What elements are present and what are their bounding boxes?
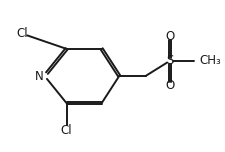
Text: O: O (164, 30, 173, 43)
Text: N: N (35, 69, 43, 83)
Text: Cl: Cl (17, 27, 28, 40)
Text: O: O (164, 79, 173, 92)
Text: S: S (165, 54, 173, 67)
Text: CH₃: CH₃ (198, 54, 220, 67)
Text: Cl: Cl (61, 124, 72, 137)
